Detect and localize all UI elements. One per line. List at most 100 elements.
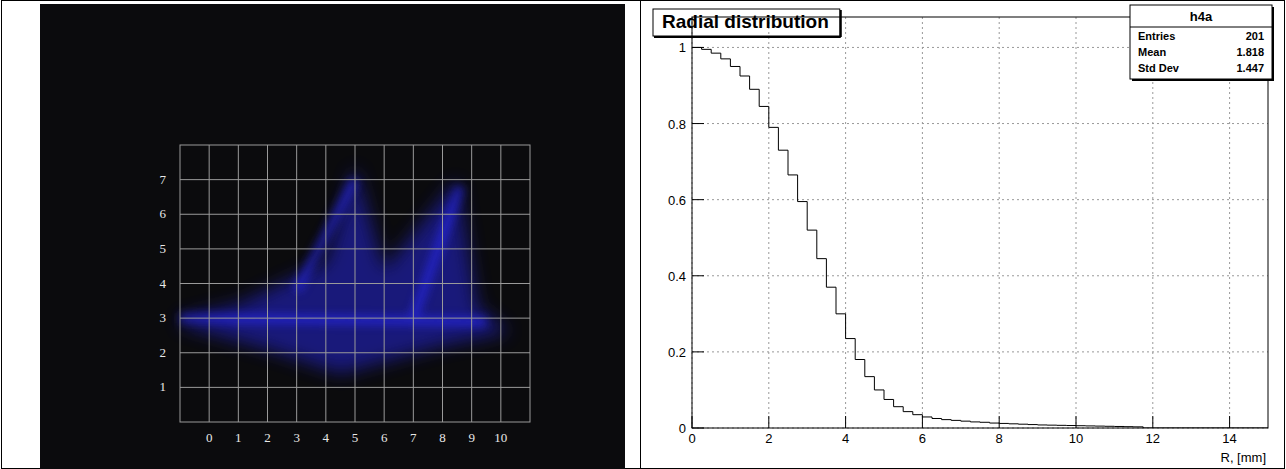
histogram-bin (721, 53, 731, 59)
histogram-bin (692, 47, 702, 48)
histogram-bin (1201, 428, 1211, 429)
title-frame (653, 9, 840, 36)
tick-label: 14 (1222, 431, 1236, 446)
stats-box: h4aEntries201Mean1.818Std Dev1.447 (1130, 5, 1274, 80)
stats-value: 1.447 (1236, 62, 1264, 74)
histogram-bin (807, 202, 817, 231)
histogram-bin (980, 421, 990, 422)
histogram-bin (1258, 428, 1268, 429)
tick-label: 2 (160, 345, 167, 360)
tick-label: 0.8 (668, 117, 686, 132)
tick-label: 0 (206, 430, 213, 445)
grid-line (692, 351, 1268, 352)
stats-title: h4a (1190, 9, 1213, 24)
histogram-bin (1028, 424, 1038, 425)
grid-line (180, 179, 530, 180)
histogram-bin (788, 150, 798, 175)
tick-mark (692, 351, 704, 352)
histogram-bin (932, 417, 942, 419)
tick-label: 4 (160, 276, 167, 291)
tick-label: 7 (160, 172, 167, 187)
tick-label: 2 (264, 430, 271, 445)
tick-label: 9 (468, 430, 475, 445)
title-box: Radial distribution (653, 9, 841, 37)
tick-label: 4 (842, 431, 849, 446)
histogram-bin (759, 89, 769, 106)
stats-shadow (1132, 79, 1274, 81)
grid-line (180, 318, 530, 319)
tick-label: 0.4 (668, 269, 686, 284)
grid-line (999, 17, 1000, 428)
histogram-bin (1086, 425, 1096, 426)
histogram-bin (903, 407, 913, 412)
table-divider (640, 0, 641, 469)
tick-label: 0 (679, 421, 686, 436)
histogram-bin (1182, 428, 1192, 429)
histogram-bin (865, 360, 875, 377)
stats-label: Entries (1138, 30, 1175, 42)
histogram-bin (1143, 427, 1153, 428)
histogram-bin (750, 76, 760, 89)
tick-label: 2 (765, 431, 772, 446)
tick-label: 6 (160, 206, 167, 221)
histogram-bin (711, 49, 721, 53)
stats-value: 201 (1246, 30, 1264, 42)
tick-label: 0 (688, 431, 695, 446)
histogram-bin (730, 59, 740, 67)
histogram-bin (1038, 424, 1048, 425)
histogram-bin (1076, 425, 1086, 426)
histogram-bin (769, 106, 779, 127)
histogram-bin (961, 420, 971, 422)
grid-line (180, 352, 530, 353)
grid-frame (180, 145, 530, 422)
grid-line (692, 123, 1268, 124)
histogram-bin (836, 287, 846, 314)
page: 01234567891012345670246810121400.20.40.6… (0, 0, 1286, 469)
tick-mark (999, 416, 1000, 428)
tick-label: 0.6 (668, 193, 686, 208)
tick-label: 10 (1069, 431, 1083, 446)
stats-separator (1130, 27, 1272, 28)
grid-line (1076, 17, 1077, 428)
tick-mark (692, 416, 693, 428)
tick-label: 0.2 (668, 345, 686, 360)
histogram (692, 47, 1268, 428)
histogram-bin (1105, 426, 1115, 427)
photo-grid (180, 145, 530, 422)
histogram-bin (1162, 428, 1172, 429)
stats-label: Mean (1138, 46, 1166, 58)
grid-line (768, 17, 769, 428)
axis-title: R, [mm] (1221, 450, 1267, 465)
stats-frame (1130, 5, 1272, 79)
histogram-bin (1134, 426, 1144, 427)
tick-mark (692, 428, 704, 429)
histogram-bin (798, 175, 808, 202)
tick-label: 5 (352, 430, 359, 445)
histogram-bin (1191, 428, 1201, 429)
glow-streak (180, 180, 486, 322)
histogram-bin (1047, 424, 1057, 425)
histogram-bin (855, 339, 865, 360)
tick-mark (692, 47, 704, 48)
histogram-bin (1095, 425, 1105, 426)
photo-background (40, 4, 625, 469)
histogram-bin (778, 127, 788, 150)
light-glow (180, 166, 510, 374)
tick-mark (692, 199, 704, 200)
histogram-bin (1172, 428, 1182, 429)
grid-line (180, 248, 530, 249)
histogram-bin (990, 422, 1000, 424)
tick-label: 3 (293, 430, 300, 445)
histogram-bin (1018, 423, 1028, 424)
histogram-bin (1114, 426, 1124, 427)
histogram-bin (894, 399, 904, 406)
histogram-bin (922, 415, 932, 417)
tick-label: 1 (235, 430, 242, 445)
grid-line (845, 17, 846, 428)
grid-line (692, 275, 1268, 276)
tick-label: 1 (679, 40, 686, 55)
histogram-bin (999, 423, 1009, 424)
tick-label: 1 (160, 379, 167, 394)
histogram-bin (1230, 428, 1240, 429)
tick-mark (1152, 416, 1153, 428)
